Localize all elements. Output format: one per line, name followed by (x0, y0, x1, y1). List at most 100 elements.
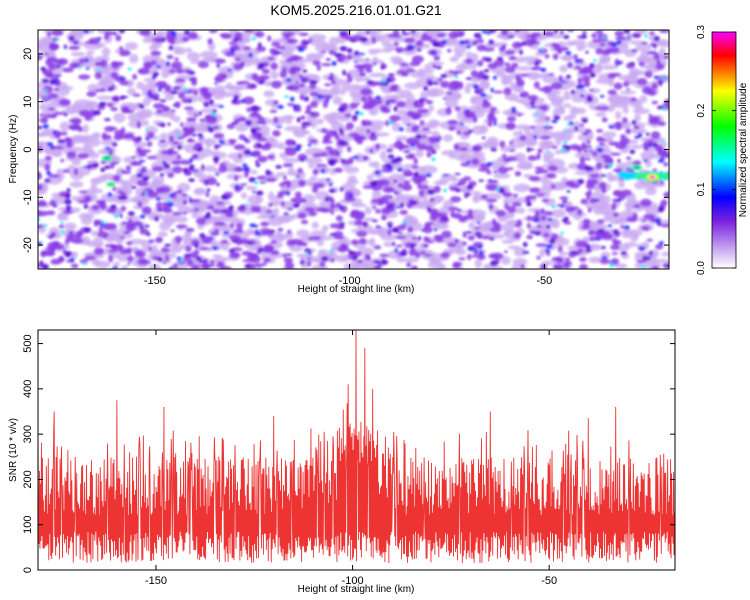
heatmap-cell (188, 98, 192, 104)
heatmap-cell (146, 92, 152, 96)
heatmap-cell (645, 132, 650, 136)
snr-y-tick-label: 100 (22, 516, 34, 534)
heatmap-cell (288, 84, 300, 92)
heatmap-cell (230, 222, 234, 229)
heatmap-cell (339, 205, 344, 211)
heatmap-cell (340, 224, 345, 229)
heatmap-cell (119, 195, 128, 200)
heatmap-y-tick-label: -10 (22, 189, 34, 205)
heatmap-cell (114, 214, 119, 218)
heatmap-cell (285, 253, 293, 256)
heatmap-cell (502, 153, 507, 159)
heatmap-cell (618, 179, 625, 189)
heatmap-cell (551, 184, 556, 190)
heatmap-cell (448, 83, 460, 91)
heatmap-cell (591, 38, 604, 43)
heatmap-cell (552, 53, 559, 60)
heatmap-cell (242, 163, 248, 167)
heatmap-cell (292, 141, 296, 146)
heatmap-cell (387, 73, 396, 76)
heatmap-cell (472, 191, 482, 196)
heatmap-cell (332, 96, 343, 105)
heatmap-cell (213, 221, 226, 226)
heatmap-cell (616, 40, 622, 45)
heatmap-cell (260, 228, 271, 233)
heatmap-cell (150, 50, 162, 56)
heatmap-cell (243, 166, 249, 172)
heatmap-cell (324, 196, 329, 202)
heatmap-cell (480, 93, 487, 97)
heatmap-cell (546, 123, 549, 127)
heatmap-cell (132, 73, 138, 80)
heatmap-cell (251, 37, 257, 41)
heatmap-cell (54, 132, 61, 139)
heatmap-cell (682, 174, 687, 178)
heatmap-cell (218, 166, 228, 173)
heatmap-cell (630, 49, 638, 52)
heatmap-cell (171, 109, 176, 112)
heatmap-cell (446, 92, 453, 95)
heatmap-cell (424, 254, 432, 257)
heatmap-cell (320, 50, 327, 54)
heatmap-cell (254, 263, 264, 268)
heatmap-cell (530, 36, 537, 44)
heatmap-cell (64, 137, 71, 141)
heatmap-cell (148, 239, 155, 244)
heatmap-cell (48, 235, 54, 239)
heatmap-cell (192, 169, 199, 172)
heatmap-cell (618, 75, 636, 81)
heatmap-cell (354, 60, 358, 64)
heatmap-cell (600, 37, 609, 42)
heatmap-cell (147, 131, 155, 139)
heatmap-cell (48, 174, 61, 178)
heatmap-cell (243, 46, 251, 51)
heatmap-cell (47, 93, 59, 99)
heatmap-cell (559, 136, 572, 142)
heatmap-cell (78, 190, 89, 194)
heatmap-cell (601, 64, 619, 70)
heatmap-cell (391, 241, 396, 247)
heatmap-cell (454, 75, 459, 79)
heatmap-cell (419, 98, 424, 103)
heatmap-cell (104, 126, 115, 132)
heatmap-cell (137, 162, 142, 166)
heatmap-cell (193, 170, 201, 178)
heatmap-cell (297, 47, 305, 52)
heatmap-cell (638, 246, 644, 251)
heatmap-cell (567, 61, 573, 69)
heatmap-cell (293, 196, 304, 205)
heatmap-cell (428, 61, 445, 66)
heatmap-cell (596, 147, 604, 153)
heatmap-cell (447, 119, 459, 125)
heatmap-cell (516, 113, 523, 117)
heatmap-cell (295, 80, 299, 84)
heatmap-cell (550, 82, 563, 90)
heatmap-cell (563, 216, 569, 221)
heatmap-cell (206, 177, 217, 186)
heatmap-cell (70, 51, 85, 57)
heatmap-cell (339, 127, 343, 134)
heatmap-cell (688, 174, 693, 178)
heatmap-cell (393, 179, 398, 184)
heatmap-cell (86, 91, 97, 97)
heatmap-cell (188, 78, 194, 81)
heatmap-cell (420, 250, 426, 255)
heatmap-cell (328, 188, 336, 194)
heatmap-cell (407, 153, 416, 160)
heatmap-cell (413, 99, 419, 106)
heatmap-cell (577, 77, 583, 85)
heatmap-cell (657, 159, 664, 163)
heatmap-cell (567, 123, 570, 127)
heatmap-cell (490, 87, 494, 93)
heatmap-cell (168, 135, 175, 143)
heatmap-cell (361, 63, 373, 70)
heatmap-cell (282, 253, 287, 258)
heatmap-cell (610, 72, 622, 77)
heatmap-cell (433, 55, 441, 61)
heatmap-cell (698, 174, 705, 180)
heatmap-cell (233, 144, 246, 151)
heatmap-cell (639, 198, 652, 207)
heatmap-cell (227, 68, 232, 72)
heatmap-cell (288, 67, 297, 75)
heatmap-cell (256, 175, 266, 180)
